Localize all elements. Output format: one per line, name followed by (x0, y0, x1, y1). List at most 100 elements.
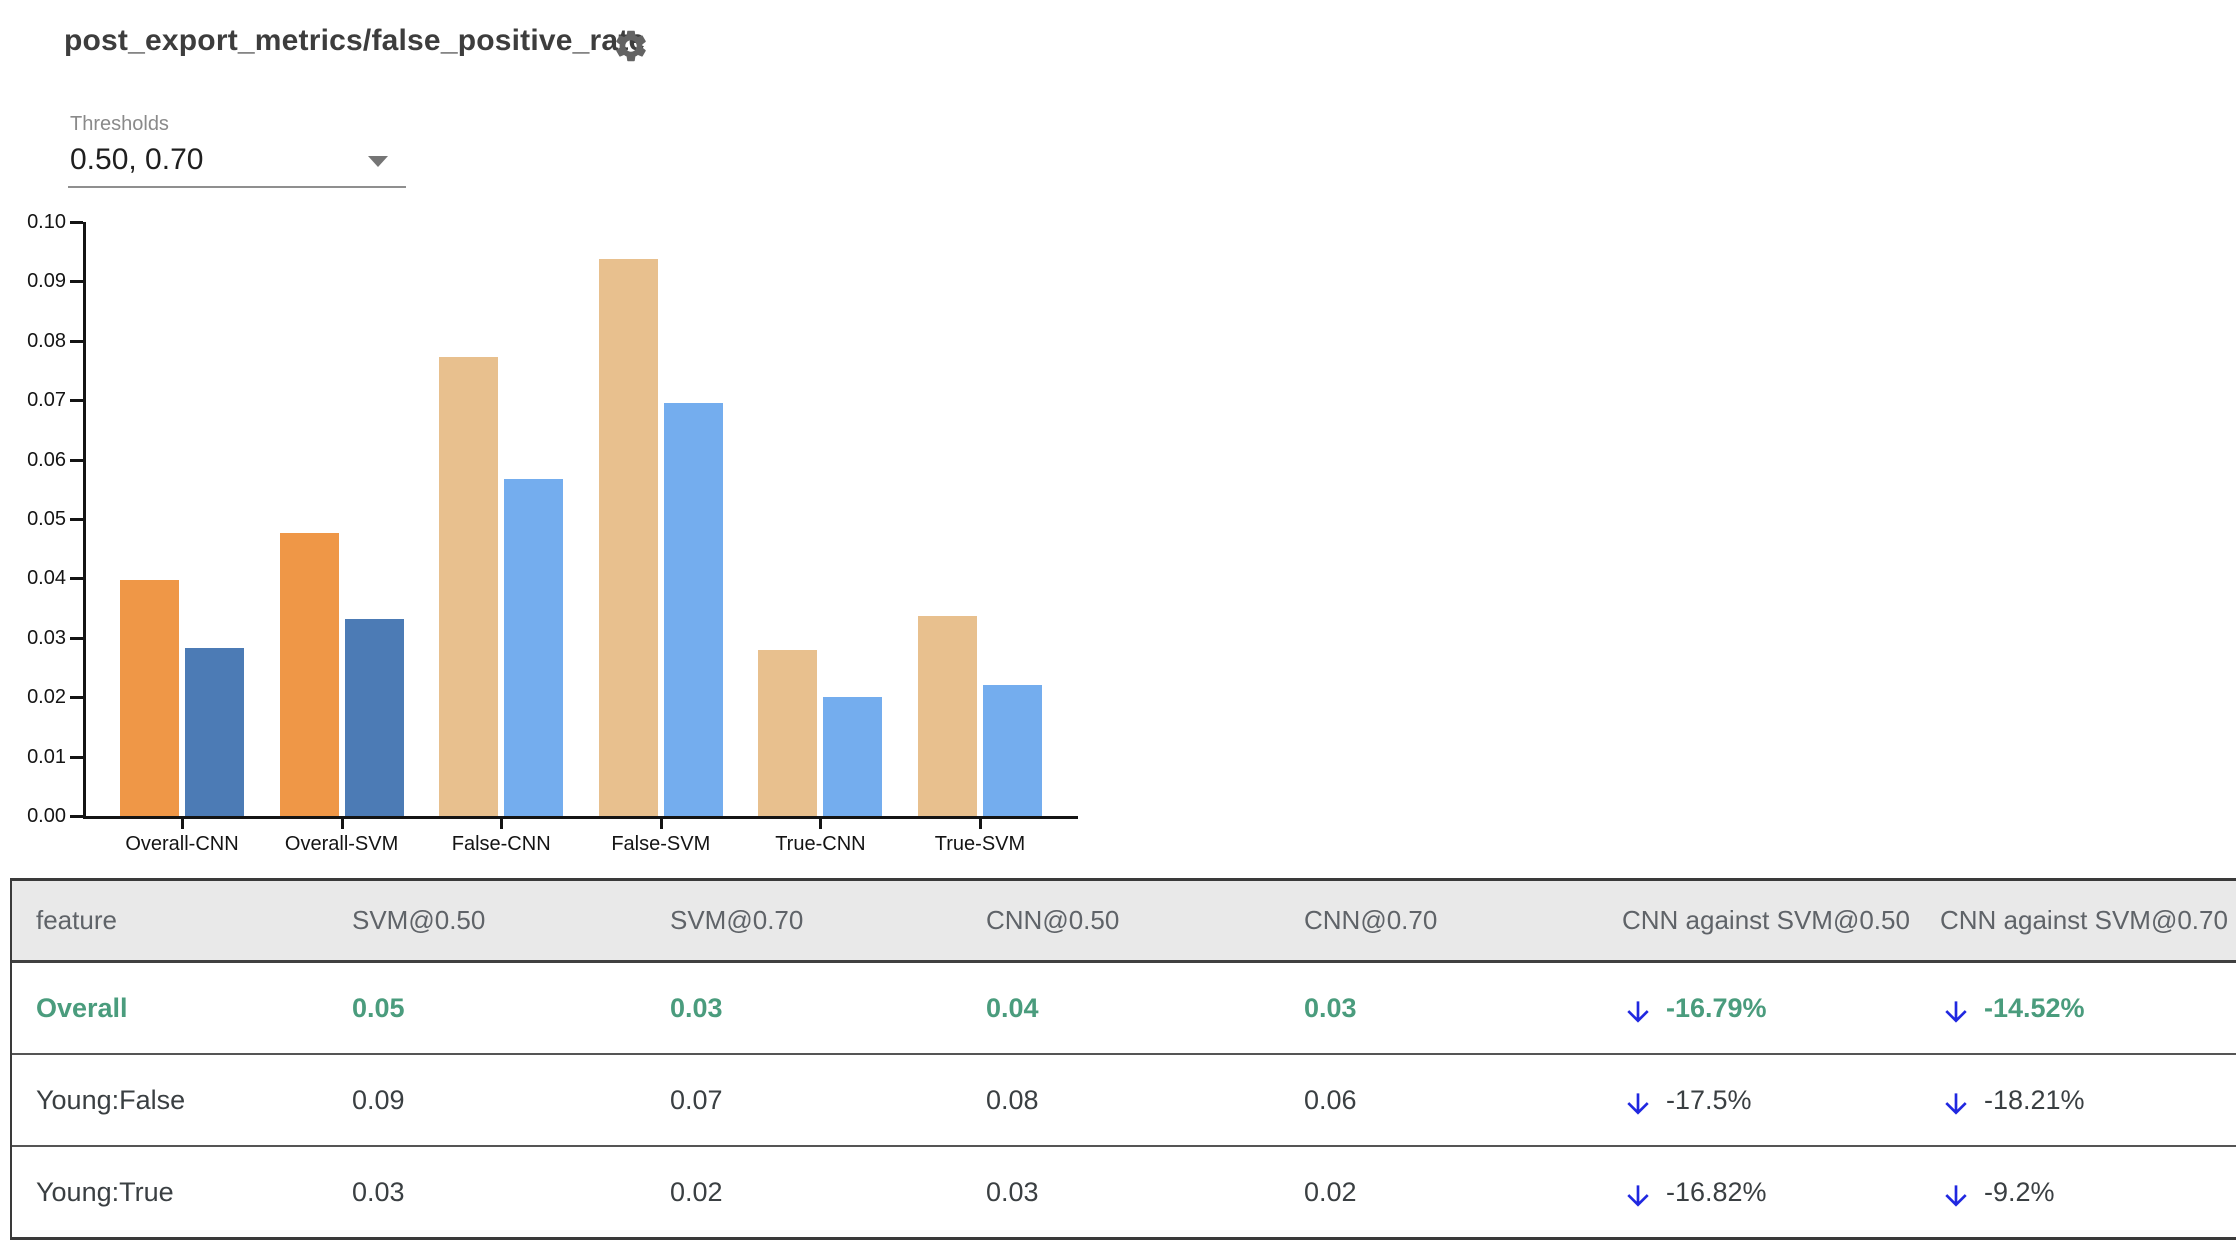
arrow-down-icon (1945, 1001, 1967, 1023)
delta-value: -14.52% (1984, 992, 2085, 1023)
x-axis-tick (340, 819, 344, 829)
y-axis-tick (70, 221, 83, 224)
comparison-cell-CNN against SVM@0.50: -17.5% (1622, 1084, 1940, 1116)
x-axis-label-True-CNN: True-CNN (775, 833, 866, 855)
y-axis-tick (70, 755, 83, 759)
x-axis-tick (819, 819, 823, 829)
y-axis-tick-label: 0.05 (27, 508, 66, 530)
select-underline (68, 186, 406, 188)
comparison-cell-CNN against SVM@0.50: -16.82% (1622, 1176, 1940, 1208)
value-cell-SVM@0.50: 0.05 (352, 992, 405, 1023)
x-axis-tick (500, 819, 504, 829)
y-axis-tick (70, 280, 83, 284)
value-cell-SVM@0.70: 0.03 (670, 992, 723, 1023)
x-axis-tick (181, 819, 184, 829)
value-cell-SVM@0.70: 0.07 (670, 1084, 723, 1115)
y-axis-tick (70, 458, 83, 462)
y-axis-tick-label: 0.03 (27, 626, 66, 649)
value-cell-SVM@0.70: 0.02 (670, 1176, 723, 1207)
bar-Overall-CNN-threshold0.50 (120, 579, 179, 816)
comparison-cell-CNN against SVM@0.70: -18.21% (1940, 1084, 2236, 1116)
false-positive-rate-bar-chart: 0.00 0.01 0.02 0.03 0.04 0.05 0.06 0.07 0.08 0.09… (0, 0, 1120, 880)
y-axis-tick-label: 0.02 (27, 686, 66, 709)
x-axis-label-Overall-SVM: Overall-SVM (284, 833, 399, 855)
bar-Overall-SVM-threshold0.50 (279, 532, 339, 816)
x-axis-label-True-SVM: True-SVM (934, 833, 1026, 855)
column-header-CNN@0.50: CNN@0.50 (986, 905, 1120, 935)
x-axis-label-False-CNN: False-CNN (451, 833, 551, 855)
page-title: post_export_metrics/false_positive_rate (64, 24, 646, 57)
delta-value: -16.79% (1666, 992, 1767, 1023)
y-axis-tick-label: 0.10 (27, 211, 66, 233)
table-row-Overall[interactable]: Overall 0.05 0.03 0.04 0.03 -16.79% -14.52% (12, 963, 2236, 1053)
y-axis-tick-label: 0.06 (27, 448, 66, 471)
feature-cell: Overall (36, 992, 128, 1023)
bar-True-SVM-threshold0.50 (918, 615, 977, 816)
arrow-down-icon (1627, 1093, 1649, 1115)
value-cell-CNN@0.50: 0.03 (986, 1176, 1039, 1207)
delta-value: -17.5% (1666, 1084, 1752, 1115)
y-axis-tick-label: 0.01 (27, 745, 66, 768)
chevron-down-icon[interactable] (368, 156, 388, 167)
y-axis-line (83, 222, 86, 819)
value-cell-SVM@0.50: 0.03 (352, 1176, 405, 1207)
value-cell-CNN@0.50: 0.08 (986, 1084, 1039, 1115)
bar-Overall-CNN-threshold0.70 (185, 647, 244, 816)
column-header-CNN against SVM@0.50: CNN against SVM@0.50 (1622, 905, 1910, 935)
delta-value: -18.21% (1984, 1084, 2085, 1115)
comparison-cell-CNN against SVM@0.70: -14.52% (1940, 992, 2236, 1024)
bar-True-CNN-threshold0.50 (758, 650, 818, 816)
y-axis-tick (70, 399, 83, 403)
comparison-cell-CNN against SVM@0.50: -16.79% (1622, 992, 1940, 1024)
x-axis-tick (979, 819, 982, 829)
column-header-SVM@0.50: SVM@0.50 (352, 905, 486, 935)
bar-False-SVM-threshold0.70 (663, 403, 723, 816)
column-header-feature: feature (36, 905, 117, 935)
y-axis-tick (70, 815, 83, 818)
bar-True-SVM-threshold0.70 (983, 685, 1042, 816)
arrow-down-icon (1945, 1185, 1967, 1207)
table-row-Young:True[interactable]: Young:True 0.03 0.02 0.03 0.02 -16.82% -9.2% (12, 1145, 2236, 1237)
value-cell-SVM@0.50: 0.09 (352, 1084, 405, 1115)
y-axis-tick-label: 0.00 (27, 805, 66, 827)
bar-False-CNN-threshold0.50 (439, 356, 499, 816)
y-axis-tick-label: 0.08 (27, 329, 66, 352)
column-header-SVM@0.70: SVM@0.70 (670, 905, 804, 935)
value-cell-CNN@0.70: 0.06 (1304, 1084, 1357, 1115)
y-axis-tick (70, 518, 83, 521)
thresholds-label: Thresholds (70, 113, 169, 135)
y-axis-tick-label: 0.04 (27, 567, 66, 590)
feature-cell: Young:True (36, 1176, 174, 1207)
delta-value: -9.2% (1984, 1176, 2055, 1207)
metrics-table: feature SVM@0.50 SVM@0.70 CNN@0.50 CNN@0.70 C… (10, 878, 2236, 1240)
x-axis-line (83, 816, 1078, 819)
y-axis-tick (70, 577, 83, 581)
column-header-CNN against SVM@0.70: CNN against SVM@0.70 (1940, 905, 2228, 935)
table-row-Young:False[interactable]: Young:False 0.09 0.07 0.08 0.06 -17.5% -18.21% (12, 1053, 2236, 1145)
delta-value: -16.82% (1666, 1176, 1767, 1207)
comparison-cell-CNN against SVM@0.70: -9.2% (1940, 1176, 2236, 1208)
bar-True-CNN-threshold0.70 (823, 696, 883, 816)
table-body: Overall 0.05 0.03 0.04 0.03 -16.79% -14.52% You… (12, 963, 2236, 1237)
y-axis-tick (70, 696, 83, 700)
y-axis-tick-label: 0.07 (27, 389, 66, 412)
arrow-down-icon (1627, 1001, 1649, 1023)
x-axis-tick (659, 819, 663, 829)
gear-icon[interactable] (612, 27, 650, 65)
bar-Overall-SVM-threshold0.70 (344, 618, 404, 816)
bar-False-SVM-threshold0.50 (598, 259, 658, 816)
value-cell-CNN@0.70: 0.03 (1304, 992, 1357, 1023)
thresholds-select[interactable]: 0.50, 0.70 (70, 143, 204, 176)
y-axis-tick (70, 339, 83, 343)
value-cell-CNN@0.50: 0.04 (986, 992, 1039, 1023)
y-axis-tick-label: 0.09 (27, 270, 66, 293)
feature-cell: Young:False (36, 1084, 186, 1115)
arrow-down-icon (1945, 1093, 1967, 1115)
x-axis-label-False-SVM: False-SVM (611, 833, 711, 855)
value-cell-CNN@0.70: 0.02 (1304, 1176, 1357, 1207)
arrow-down-icon (1627, 1185, 1649, 1207)
x-axis-label-Overall-CNN: Overall-CNN (125, 833, 239, 855)
table-header-row: feature SVM@0.50 SVM@0.70 CNN@0.50 CNN@0.70 C… (12, 881, 2236, 963)
y-axis-tick (70, 636, 83, 640)
bar-False-CNN-threshold0.70 (504, 479, 564, 816)
